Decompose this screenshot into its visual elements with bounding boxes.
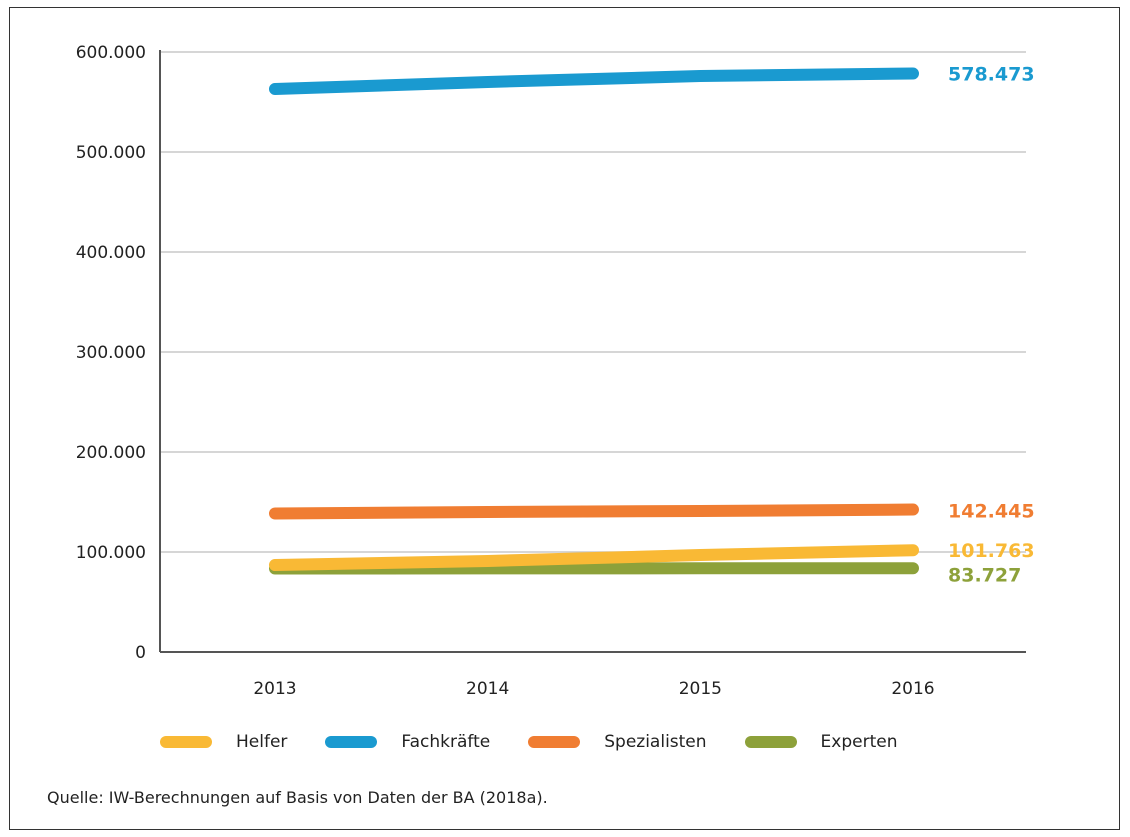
line-chart: 0 100.000 200.000 300.000 400.000 500.000 600.… — [76, 43, 1035, 699]
legend-label-fachkraefte: Fachkräfte — [401, 732, 491, 752]
series-line-spezialisten — [269, 503, 919, 520]
legend-item-fachkraefte: Fachkräfte — [325, 732, 490, 752]
figure-frame — [9, 7, 1120, 830]
data-label-fachkraefte: 578.473 — [948, 64, 1035, 86]
legend-swatch-experten — [744, 736, 797, 748]
legend: Helfer Fachkräfte Spezialisten Experten — [160, 731, 936, 753]
data-label-spezialisten: 142.445 — [948, 501, 1035, 523]
legend-label-experten: Experten — [820, 732, 898, 752]
y-tick-label: 400.000 — [76, 243, 146, 263]
y-tick-label: 100.000 — [76, 543, 146, 563]
legend-item-experten: Experten — [744, 732, 898, 752]
y-tick-label: 600.000 — [76, 43, 146, 63]
legend-item-helfer: Helfer — [160, 732, 287, 752]
y-tick-label: 200.000 — [76, 443, 146, 463]
y-tick-label: 0 — [135, 643, 146, 663]
x-tick-label: 2014 — [466, 679, 509, 699]
x-tick-label: 2015 — [679, 679, 722, 699]
legend-swatch-fachkraefte — [325, 736, 378, 748]
series-line-fachkraefte — [269, 67, 919, 95]
y-tick-label: 300.000 — [76, 343, 146, 363]
series-line-helfer — [269, 544, 919, 571]
source-note: Quelle: IW-Berechnungen auf Basis von Da… — [47, 788, 548, 807]
data-label-helfer: 101.763 — [948, 540, 1035, 562]
y-tick-label: 500.000 — [76, 143, 146, 163]
x-tick-label: 2013 — [253, 679, 296, 699]
legend-item-spezialisten: Spezialisten — [528, 732, 707, 752]
legend-label-spezialisten: Spezialisten — [604, 732, 707, 752]
legend-label-helfer: Helfer — [236, 732, 288, 752]
legend-swatch-helfer — [160, 736, 212, 748]
data-label-experten: 83.727 — [948, 564, 1021, 586]
x-tick-label: 2016 — [891, 679, 934, 699]
legend-swatch-spezialisten — [528, 736, 581, 748]
